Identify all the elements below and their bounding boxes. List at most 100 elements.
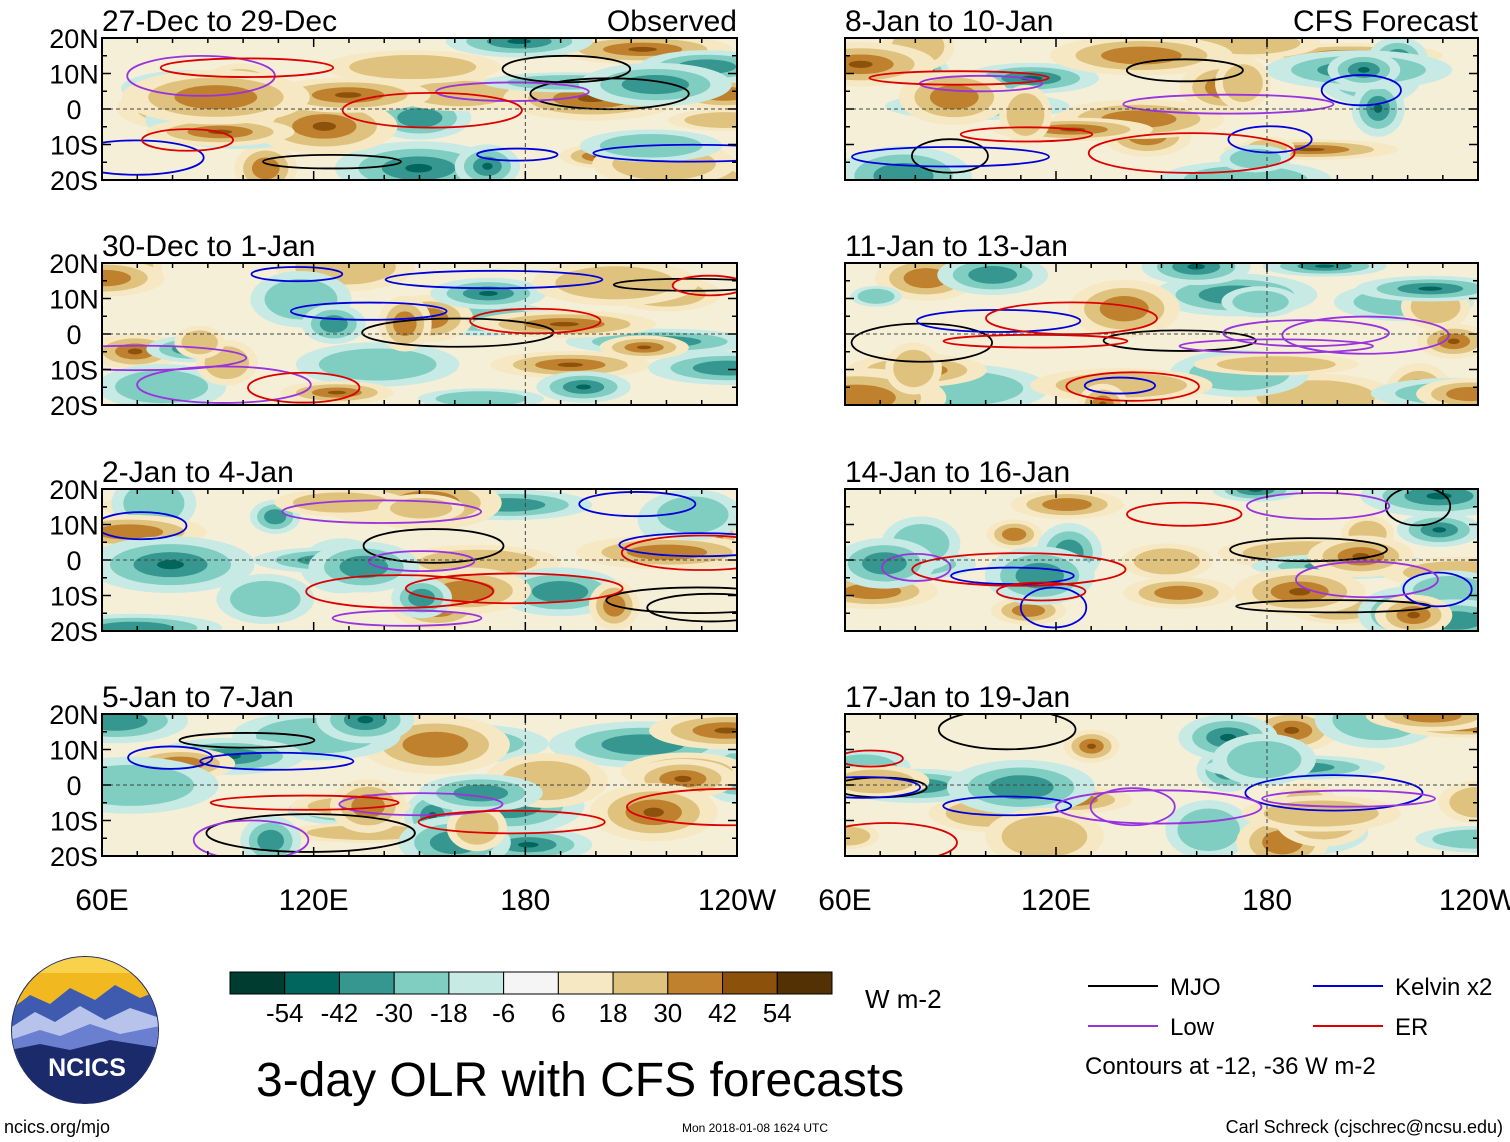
contour-low [136,365,312,404]
colorbar-swatch [393,971,450,995]
olr-anomaly-cell [714,727,737,734]
wave-contours [881,489,1473,629]
colorbar-label: 18 [599,998,628,1028]
wave-contours [102,491,737,627]
chart-title: 3-day OLR with CFS forecasts [256,1054,904,1107]
y-tick-label: 10S [50,807,98,837]
olr-anomaly-cell [1373,103,1383,113]
contour-er [305,574,495,609]
olr-anomaly-cell [893,349,934,388]
contour-kelvin-x2 [1244,774,1424,812]
olr-anomaly-cell [873,162,934,180]
x-tick-label: 120E [1021,884,1091,917]
logo-text: NCICS [48,1054,126,1082]
olr-anomaly-cell [1284,726,1300,734]
contour-mjo [501,54,632,84]
contour-kelvin-x2 [102,511,188,541]
contour-note: Contours at -12, -36 W m-2 [1085,1053,1376,1080]
contour-low [102,344,248,372]
panel-ticks [101,262,738,406]
olr-anomaly-cell [1403,714,1462,723]
olr-anomaly-cell [1236,489,1275,496]
y-tick-label: 20S [50,391,98,421]
contour-low [367,550,476,573]
contour-kelvin-x2 [127,745,214,770]
wave-contours [102,266,737,404]
contour-kelvin-x2 [851,146,1050,168]
olr-anomaly-cell [405,163,433,173]
olr-anomaly-cell [968,266,1018,284]
contour-mjo [205,813,416,853]
olr-anomaly-cell [684,112,737,129]
olr-anomaly-cell [264,509,287,525]
contour-er [671,274,737,297]
legend: MJO Kelvin x2 Low ER [1088,974,1492,1041]
olr-anomaly-cell [327,390,346,395]
olr-anomaly-cell [1226,740,1302,779]
y-tick-label: 10S [50,356,98,386]
wave-contours [851,58,1402,174]
contour-low [1281,315,1450,355]
olr-anomaly-cell [1296,147,1325,152]
olr-anomaly-cell [292,492,389,513]
olr-anomaly-cell [1222,64,1263,103]
legend-label: ER [1395,1014,1428,1041]
contour-mjo [1102,329,1257,352]
panel-period-label: 5-Jan to 7-Jan [102,681,294,714]
contour-er [845,749,904,768]
contour-low [1089,787,1176,827]
x-tick-label: 120E [279,884,349,917]
colorbar-swatch [557,971,614,995]
contour-kelvin-x2 [384,269,604,290]
contour-kelvin-x2 [250,266,344,283]
contour-low [1178,338,1374,354]
olr-anomaly-cell [251,157,280,180]
contour-kelvin-x2 [592,143,737,163]
olr-anomaly-cell [102,714,148,731]
colorbar-label: 6 [551,998,565,1028]
olr-anomaly-cell [1042,498,1092,512]
olr-anomaly-cell [1101,46,1182,65]
y-tick-label: 10S [50,582,98,612]
olr-anomaly-cell [692,360,737,376]
contour-kelvin-x2 [1019,586,1088,629]
y-tick-label: 20N [49,24,99,54]
olr-anomaly-cell [1447,338,1460,345]
contour-er [626,787,737,827]
panel-kind-label: Observed [607,5,737,38]
panel-period-label: 27-Dec to 29-Dec [102,5,337,38]
colorbar-swatch [229,971,286,995]
panel-period-label: 14-Jan to 16-Jan [845,456,1070,489]
x-axis-right: 60E 120E 180 120W [818,884,1510,917]
contour-er [996,581,1087,602]
map-panel-1: 20N 10N 0 10S 20S 27-Dec to 29-Dec Observed [49,5,738,196]
x-tick-label: 180 [1242,884,1292,917]
olr-anomaly-field [102,489,737,631]
contour-low [192,819,310,856]
colorbar-label: 30 [653,998,682,1028]
site-link[interactable]: ncics.org/mjo [4,1117,110,1137]
olr-anomaly-cell [334,92,362,98]
y-tick-label: 0 [66,771,81,801]
panel-period-label: 11-Jan to 13-Jan [845,230,1068,263]
contour-mjo [1229,537,1388,563]
olr-anomaly-cell [557,362,584,368]
olr-anomaly-cell [628,46,657,52]
olr-anomaly-cell [1001,815,1088,856]
olr-anomaly-cell [845,826,871,846]
colorbar-swatch [722,971,778,995]
olr-anomaly-cell [115,370,209,404]
contour-kelvin-x2 [618,532,737,558]
contour-mjo [911,138,989,174]
olr-anomaly-cell [102,621,173,631]
y-tick-label: 20S [50,842,98,872]
colorbar-label: 42 [708,998,737,1028]
olr-anomaly-cell [845,769,915,794]
olr-anomaly-cell [174,85,258,110]
contour-er [159,57,335,78]
colorbar-label: -54 [266,998,304,1028]
olr-anomaly-field [845,489,1478,631]
contour-mjo [362,528,505,564]
contour-kelvin-x2 [199,751,355,771]
contour-low [331,609,483,627]
